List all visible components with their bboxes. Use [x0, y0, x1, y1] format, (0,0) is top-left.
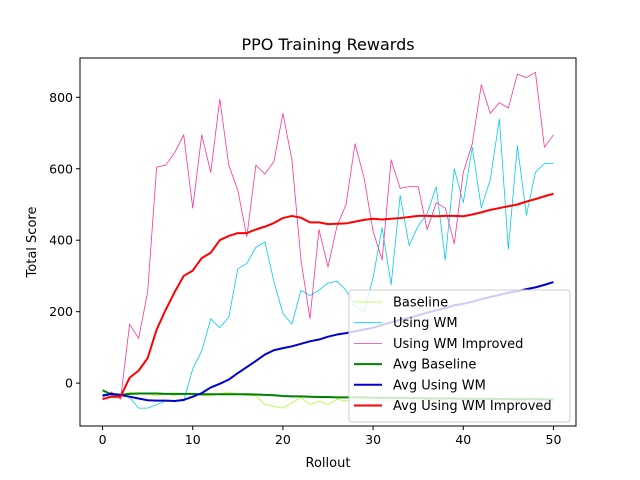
y-tick-label: 200 [49, 304, 73, 319]
y-tick-label: 600 [49, 161, 73, 176]
x-tick-label: 50 [546, 432, 562, 447]
x-axis: 0 10 20 30 40 50 [99, 426, 562, 447]
legend-label-1: Using WM [393, 316, 458, 331]
x-tick-label: 40 [455, 432, 471, 447]
x-tick-label: 20 [275, 432, 291, 447]
legend: Baseline Using WM Using WM Improved Avg Bas… [348, 289, 571, 423]
x-tick-label: 30 [365, 432, 381, 447]
legend-label-4: Avg Using WM [393, 378, 486, 393]
y-tick-label: 800 [49, 90, 73, 105]
x-tick-label: 0 [99, 432, 107, 447]
series-line-5 [102, 192, 554, 401]
series-line-2 [102, 71, 554, 400]
y-tick-label: 400 [49, 233, 73, 248]
y-axis: 0 200 400 600 800 [49, 90, 80, 391]
chart-title: PPO Training Rewards [241, 35, 414, 54]
legend-label-3: Avg Baseline [393, 358, 476, 373]
x-tick-label: 10 [185, 432, 201, 447]
legend-label-5: Avg Using WM Improved [393, 399, 552, 414]
y-tick-label: 0 [65, 376, 73, 391]
legend-label-0: Baseline [393, 296, 448, 311]
y-axis-label: Total Score [25, 207, 40, 279]
legend-label-2: Using WM Improved [393, 337, 523, 352]
x-axis-label: Rollout [306, 456, 351, 471]
legend-box [348, 289, 571, 423]
plot-frame [79, 57, 577, 427]
